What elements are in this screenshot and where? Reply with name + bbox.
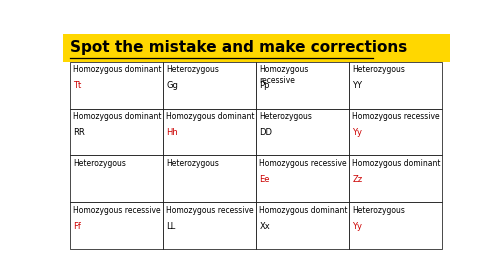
FancyBboxPatch shape [163,62,256,109]
Text: RR: RR [74,128,85,137]
FancyBboxPatch shape [163,155,256,202]
Text: LL: LL [166,222,175,231]
Text: Pp: Pp [260,81,270,90]
FancyBboxPatch shape [163,202,256,249]
Text: Heterozygous: Heterozygous [74,159,126,168]
Text: Heterozygous: Heterozygous [166,159,219,168]
Text: Heterozygous: Heterozygous [352,65,405,74]
Text: DD: DD [260,128,272,137]
FancyBboxPatch shape [349,109,442,155]
FancyBboxPatch shape [256,202,349,249]
Text: Yy: Yy [352,222,362,231]
Text: Homozygous dominant: Homozygous dominant [260,206,348,214]
Text: YY: YY [352,81,362,90]
FancyBboxPatch shape [70,62,163,109]
FancyBboxPatch shape [62,34,450,62]
FancyBboxPatch shape [256,109,349,155]
FancyBboxPatch shape [349,62,442,109]
Text: Heterozygous: Heterozygous [260,112,312,121]
Text: Heterozygous: Heterozygous [166,65,219,74]
Text: Gg: Gg [166,81,178,90]
FancyBboxPatch shape [256,62,349,109]
Text: Yy: Yy [352,128,362,137]
Text: Homozygous dominant: Homozygous dominant [74,65,162,74]
Text: Ee: Ee [260,175,270,184]
FancyBboxPatch shape [349,155,442,202]
Text: Homozygous dominant: Homozygous dominant [352,159,441,168]
Text: Homozygous dominant: Homozygous dominant [74,112,162,121]
Text: Homozygous recessive: Homozygous recessive [166,206,254,214]
Text: Homozygous dominant: Homozygous dominant [166,112,255,121]
Text: Tt: Tt [74,81,82,90]
Text: Spot the mistake and make corrections: Spot the mistake and make corrections [70,40,407,55]
Text: Xx: Xx [260,222,270,231]
Text: Zz: Zz [352,175,362,184]
FancyBboxPatch shape [70,109,163,155]
FancyBboxPatch shape [349,202,442,249]
Text: Heterozygous: Heterozygous [352,206,405,214]
Text: Homozygous recessive: Homozygous recessive [352,112,440,121]
Text: Ff: Ff [74,222,81,231]
Text: Homozygous
recessive: Homozygous recessive [260,65,308,85]
FancyBboxPatch shape [163,109,256,155]
FancyBboxPatch shape [256,155,349,202]
Text: Homozygous recessive: Homozygous recessive [74,206,161,214]
FancyBboxPatch shape [70,155,163,202]
Text: Hh: Hh [166,128,178,137]
Text: Homozygous recessive: Homozygous recessive [260,159,347,168]
FancyBboxPatch shape [70,202,163,249]
